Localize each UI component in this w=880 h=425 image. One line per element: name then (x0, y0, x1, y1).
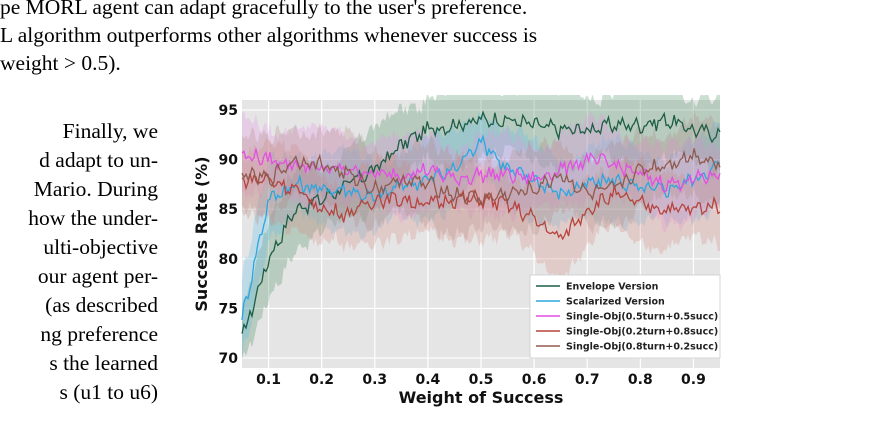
x-tick-label: 0.8 (628, 372, 653, 388)
text-line-left-2: d adapt to un- (39, 148, 158, 172)
x-tick-label: 0.1 (256, 372, 281, 388)
y-tick-label: 70 (219, 351, 239, 367)
y-tick-label: 95 (219, 103, 238, 119)
x-axis-label: Weight of Success (399, 388, 564, 407)
x-tick-label: 0.5 (469, 372, 494, 388)
series-line (241, 171, 721, 241)
text-line-left-9: s the learned (49, 351, 158, 375)
grid-lines (242, 100, 720, 368)
text-line-left-3: Mario. During (33, 177, 158, 201)
x-tick-labels: 0.1 0.2 0.3 0.4 0.5 0.6 0.7 0.8 0.9 (256, 372, 706, 388)
y-tick-label: 90 (219, 153, 239, 169)
legend-entry: Single-Obj(0.8turn+0.2succ) (566, 342, 718, 353)
confidence-band (242, 95, 720, 360)
y-tick-label: 85 (219, 202, 238, 218)
text-line-left-5: ulti-objective (43, 235, 158, 259)
y-axis-label: Success Rate (%) (192, 156, 211, 311)
legend-entry: Single-Obj(0.2turn+0.8succ) (566, 327, 718, 338)
text-line-left-8: ng preference (40, 322, 158, 346)
y-tick-label: 75 (219, 301, 238, 317)
x-tick-label: 0.6 (522, 372, 547, 388)
confidence-band (242, 109, 720, 360)
text-line-left-7: (as described (45, 293, 158, 317)
x-tick-label: 0.3 (362, 372, 387, 388)
x-tick-label: 0.2 (309, 372, 334, 388)
y-tick-label: 80 (219, 252, 239, 268)
text-line-top-2: L algorithm outperforms other algorithms… (0, 23, 538, 47)
series-line (241, 134, 721, 320)
legend: Envelope Version Scalarized Version Single… (529, 274, 721, 359)
x-tick-label: 0.7 (575, 372, 600, 388)
series-lines (241, 110, 721, 334)
text-line-top-1: pe MORL agent can adapt gracefully to th… (0, 0, 528, 19)
confidence-band (242, 108, 720, 242)
legend-entry: Scalarized Version (566, 297, 665, 308)
text-line-left-4: how the under- (28, 206, 158, 230)
x-tick-label: 0.9 (681, 372, 706, 388)
text-line-left-10: s (u1 to u6) (59, 380, 158, 404)
y-tick-labels: 70 75 80 85 90 95 (219, 103, 239, 367)
success-rate-chart: 70 75 80 85 90 95 0.1 0.2 0.3 0.4 0.5 0.6 0.7 0.8 0.9… (192, 95, 721, 407)
series-line (241, 148, 721, 206)
text-line-left-6: our agent per- (37, 264, 158, 288)
legend-entry: Envelope Version (566, 282, 659, 293)
text-line-top-3: weight > 0.5). (0, 51, 121, 75)
legend-box (529, 274, 721, 359)
series-line (241, 110, 721, 334)
x-tick-label: 0.4 (415, 372, 440, 388)
legend-entry: Single-Obj(0.5turn+0.5succ) (566, 312, 718, 323)
text-line-left-1: Finally, we (62, 119, 158, 143)
